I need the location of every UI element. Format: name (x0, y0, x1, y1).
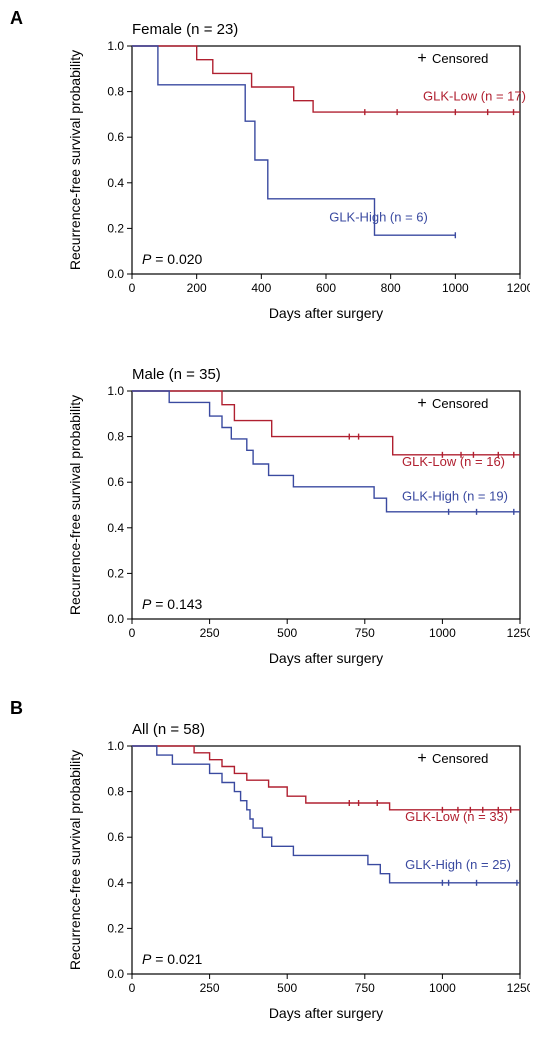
x-tick-label: 1000 (429, 981, 456, 995)
x-tick-label: 750 (355, 626, 375, 640)
censor-legend-icon: + (417, 750, 426, 767)
series-label-low: GLK-Low (n = 17) (423, 89, 526, 104)
chart-title: All (n = 58) (132, 721, 205, 738)
p-value: P = 0.143 (142, 596, 203, 612)
chart-male: Male (n = 35) 0.0 0.2 0.4 0.6 0.8 1.0 0 250 500 75… (60, 355, 530, 675)
panel-label-b: B (10, 698, 23, 719)
x-tick-label: 400 (251, 281, 271, 295)
y-tick-label: 1.0 (107, 739, 124, 753)
y-tick-label: 0.0 (107, 267, 124, 281)
x-axis-label: Days after surgery (269, 650, 383, 666)
km-plot: Female (n = 23) 0.0 0.2 0.4 0.6 0.8 1.0 0 200 400… (60, 10, 530, 330)
x-axis-label: Days after surgery (269, 1005, 383, 1021)
plot-border (132, 46, 520, 274)
series-label-low: GLK-Low (n = 16) (402, 454, 505, 469)
chart-all: All (n = 58) 0.0 0.2 0.4 0.6 0.8 1.0 0 250 500 750… (60, 710, 530, 1030)
x-tick-label: 800 (381, 281, 401, 295)
y-axis-label: Recurrence-free survival probability (67, 750, 83, 970)
x-tick-label: 0 (129, 626, 136, 640)
y-tick-label: 0.0 (107, 967, 124, 981)
y-tick-label: 0.8 (107, 785, 124, 799)
x-tick-label: 0 (129, 281, 136, 295)
x-tick-label: 250 (200, 626, 220, 640)
censor-legend-icon: + (417, 395, 426, 412)
km-plot: All (n = 58) 0.0 0.2 0.4 0.6 0.8 1.0 0 250 500 750… (60, 710, 530, 1030)
chart-title: Female (n = 23) (132, 21, 238, 38)
y-axis-label: Recurrence-free survival probability (67, 50, 83, 270)
y-tick-label: 0.2 (107, 921, 124, 935)
x-axis-label: Days after surgery (269, 305, 383, 321)
y-tick-label: 0.2 (107, 221, 124, 235)
x-tick-label: 1000 (442, 281, 469, 295)
y-tick-label: 0.4 (107, 876, 124, 890)
km-plot: Male (n = 35) 0.0 0.2 0.4 0.6 0.8 1.0 0 250 500 75… (60, 355, 530, 675)
x-tick-label: 200 (187, 281, 207, 295)
page: A B Female (n = 23) 0.0 0.2 0.4 0.6 0.8 1.0 0 20… (0, 0, 550, 1060)
y-tick-label: 0.8 (107, 430, 124, 444)
series-label-high: GLK-High (n = 25) (405, 857, 511, 872)
series-label-high: GLK-High (n = 19) (402, 488, 508, 503)
chart-title: Male (n = 35) (132, 366, 221, 383)
y-tick-label: 0.0 (107, 612, 124, 626)
x-tick-label: 1250 (507, 626, 530, 640)
y-tick-label: 0.6 (107, 830, 124, 844)
censor-legend-text: Censored (432, 751, 488, 766)
series-label-high: GLK-High (n = 6) (329, 210, 428, 225)
chart-female: Female (n = 23) 0.0 0.2 0.4 0.6 0.8 1.0 0 200 400… (60, 10, 530, 330)
y-tick-label: 0.6 (107, 475, 124, 489)
y-tick-label: 0.4 (107, 176, 124, 190)
x-tick-label: 1200 (507, 281, 530, 295)
p-value: P = 0.021 (142, 951, 203, 967)
x-tick-label: 250 (200, 981, 220, 995)
y-tick-label: 1.0 (107, 39, 124, 53)
p-value: P = 0.020 (142, 251, 203, 267)
plot-border (132, 391, 520, 619)
x-tick-label: 1000 (429, 626, 456, 640)
censor-legend-text: Censored (432, 51, 488, 66)
y-tick-label: 0.8 (107, 85, 124, 99)
censor-legend-icon: + (417, 50, 426, 67)
y-tick-label: 0.2 (107, 566, 124, 580)
y-tick-label: 1.0 (107, 384, 124, 398)
x-tick-label: 500 (277, 981, 297, 995)
y-tick-label: 0.6 (107, 130, 124, 144)
y-tick-label: 0.4 (107, 521, 124, 535)
y-axis-label: Recurrence-free survival probability (67, 395, 83, 615)
x-tick-label: 750 (355, 981, 375, 995)
km-curve-high (132, 46, 455, 235)
censor-legend-text: Censored (432, 396, 488, 411)
series-label-low: GLK-Low (n = 33) (405, 809, 508, 824)
x-tick-label: 1250 (507, 981, 530, 995)
x-tick-label: 600 (316, 281, 336, 295)
panel-label-a: A (10, 8, 23, 29)
x-tick-label: 0 (129, 981, 136, 995)
x-tick-label: 500 (277, 626, 297, 640)
